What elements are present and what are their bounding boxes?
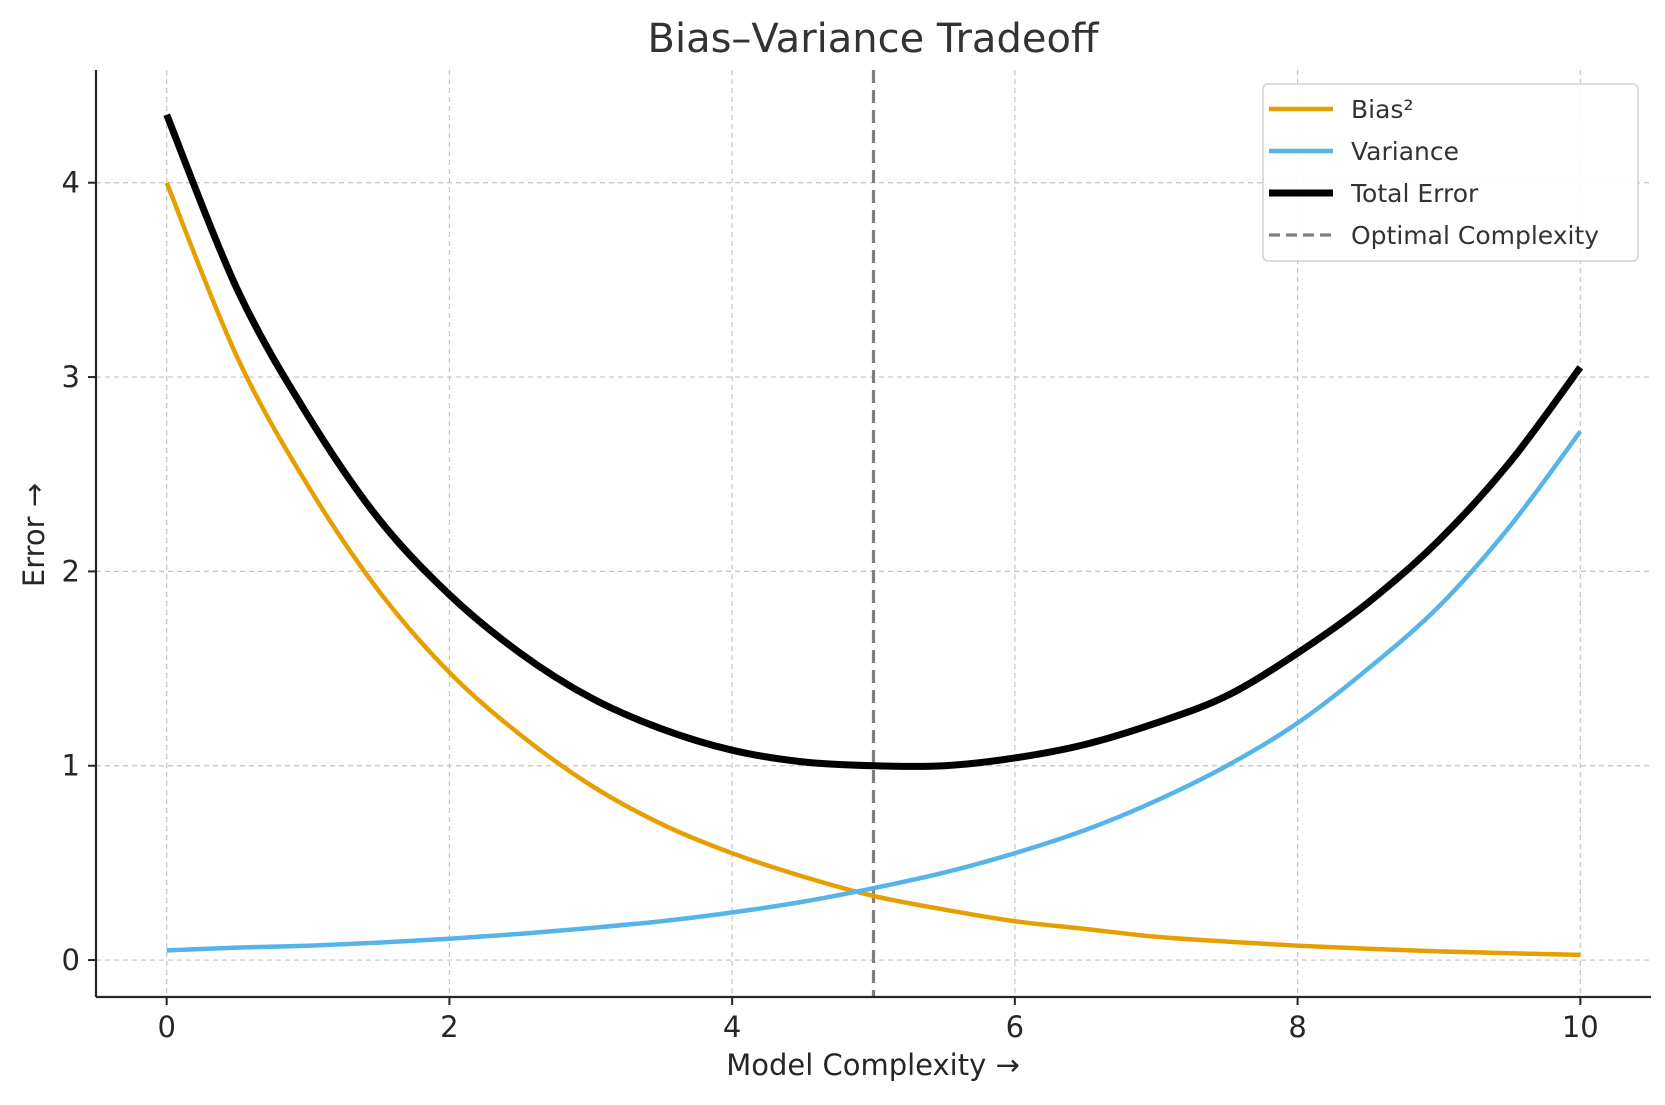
series-lines <box>163 113 1584 958</box>
y-tick-label: 1 <box>62 749 80 783</box>
variance-line <box>166 430 1583 953</box>
bias-squared-line <box>164 181 1581 958</box>
y-axis-label: Error → <box>17 483 51 587</box>
y-tick-label: 4 <box>62 166 80 200</box>
x-tick-label: 6 <box>1006 1010 1024 1044</box>
legend-label-total-error: Total Error <box>1350 179 1479 208</box>
x-tick-label: 2 <box>440 1010 458 1044</box>
axes: 0 2 4 6 8 10 0 1 2 3 4 <box>62 70 1651 1044</box>
total-error-line <box>163 113 1584 770</box>
legend-box <box>1262 83 1639 262</box>
legend-label-variance: Variance <box>1351 137 1459 166</box>
x-tick-label: 8 <box>1288 1010 1306 1044</box>
x-tick-label: 0 <box>157 1010 175 1044</box>
y-tick-label: 0 <box>62 943 80 977</box>
x-tick-label: 4 <box>723 1010 741 1044</box>
chart-title: Bias–Variance Tradeoff <box>648 16 1100 62</box>
legend: Bias² Variance Total Error Optimal Complexi… <box>1262 83 1639 262</box>
y-tick-label: 3 <box>62 360 80 394</box>
legend-label-optimal-complexity: Optimal Complexity <box>1351 221 1599 250</box>
x-axis-label: Model Complexity → <box>726 1048 1020 1082</box>
x-tick-label: 10 <box>1562 1010 1599 1044</box>
y-tick-label: 2 <box>62 554 80 588</box>
legend-label-bias-squared: Bias² <box>1351 95 1413 124</box>
